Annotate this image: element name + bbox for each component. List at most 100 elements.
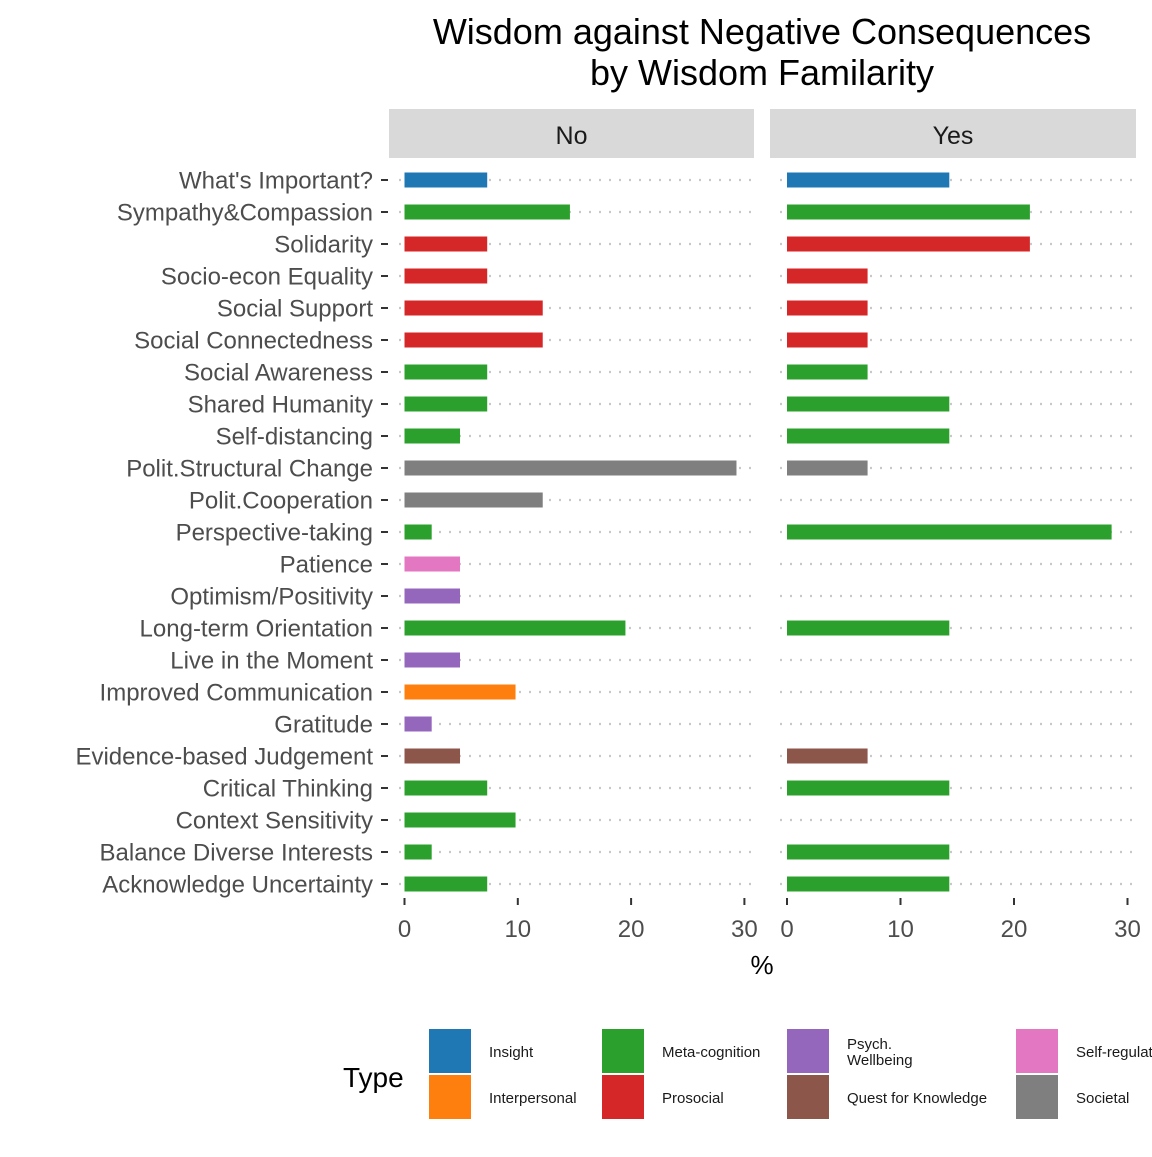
legend-swatch (1016, 1075, 1058, 1119)
y-tick-label: Polit.Structural Change (126, 456, 373, 483)
chart-title-line: Wisdom against Negative Consequences (433, 11, 1091, 52)
bar (787, 620, 950, 636)
y-tick-label: Acknowledge Uncertainty (102, 872, 373, 899)
x-tick-label: 10 (887, 916, 914, 943)
legend-label: Societal (1076, 1090, 1129, 1107)
x-tick-label: 0 (398, 916, 411, 943)
bar (404, 556, 461, 572)
y-tick-label: Balance Diverse Interests (100, 840, 373, 867)
bar (787, 460, 868, 476)
bar (404, 844, 432, 860)
bar (404, 204, 570, 220)
bar (787, 300, 868, 316)
bar (404, 620, 626, 636)
y-tick-label: Socio-econ Equality (161, 264, 373, 291)
y-axis-labels: What's Important? Sympathy&Compassion Soli… (75, 168, 388, 899)
facet-strip (389, 109, 754, 158)
bar (787, 268, 868, 284)
y-tick-label: Sympathy&Compassion (117, 200, 373, 227)
bar (787, 204, 1030, 220)
bar (404, 364, 488, 380)
legend-title: Type (343, 1062, 404, 1093)
x-tick-label: 30 (731, 916, 758, 943)
y-tick-label: Critical Thinking (203, 776, 373, 803)
legend-item: Quest for Knowledge (787, 1075, 987, 1119)
bar (787, 396, 950, 412)
legend-item: Meta-cognition (602, 1029, 760, 1073)
bar (404, 524, 432, 540)
y-tick-label: Long-term Orientation (140, 616, 373, 643)
bar (404, 300, 543, 316)
bar (787, 172, 950, 188)
bar (404, 684, 516, 700)
y-tick-label: Perspective-taking (176, 520, 373, 547)
legend-label: Insight (489, 1044, 534, 1061)
facet-strip-label: No (556, 122, 588, 150)
x-tick-label: 10 (504, 916, 531, 943)
legend-label: Quest for Knowledge (847, 1090, 987, 1107)
legend-item: Societal (1016, 1075, 1129, 1119)
y-tick-label: Self-distancing (216, 424, 373, 451)
bar (404, 876, 488, 892)
y-tick-label: Context Sensitivity (176, 808, 373, 835)
y-tick-label: Optimism/Positivity (170, 584, 373, 611)
bar (404, 428, 461, 444)
bar (404, 460, 737, 476)
legend-label: Psych. Wellbeing (847, 1036, 913, 1069)
bar (787, 780, 950, 796)
bar (404, 588, 461, 604)
x-tick-label: 0 (780, 916, 793, 943)
y-tick-label: Solidarity (274, 232, 373, 259)
y-tick-label: Social Connectedness (134, 328, 373, 355)
legend-swatch (429, 1075, 471, 1119)
legend-item: Insight (429, 1029, 534, 1073)
bar (404, 172, 488, 188)
panel-no: No 0 10 20 30 (389, 109, 758, 943)
y-tick-label: Live in the Moment (170, 648, 373, 675)
legend-label: Prosocial (662, 1090, 724, 1107)
bar (787, 236, 1030, 252)
legend: Type Insight Interpersonal Meta-cognition Pr… (343, 1029, 1152, 1119)
y-tick-label: Social Support (217, 296, 373, 323)
legend-item: Psych. Wellbeing (787, 1029, 913, 1073)
y-tick-label: Shared Humanity (188, 392, 373, 419)
legend-label: Self-regulation (1076, 1044, 1152, 1061)
bar (404, 492, 543, 508)
legend-swatch (787, 1075, 829, 1119)
bar (404, 716, 432, 732)
legend-swatch (602, 1075, 644, 1119)
x-tick-label: 20 (618, 916, 645, 943)
bar (404, 748, 461, 764)
chart-title-line: by Wisdom Familarity (590, 52, 934, 93)
bar (787, 332, 868, 348)
legend-label: Interpersonal (489, 1090, 577, 1107)
legend-item: Interpersonal (429, 1075, 577, 1119)
bar (787, 844, 950, 860)
bar (787, 524, 1112, 540)
facet-strip (770, 109, 1136, 158)
y-tick-label: What's Important? (179, 168, 373, 195)
facet-strip-label: Yes (933, 122, 974, 150)
legend-item: Prosocial (602, 1075, 724, 1119)
bar (404, 652, 461, 668)
y-tick-label: Gratitude (274, 712, 373, 739)
bar (787, 876, 950, 892)
bar (404, 396, 488, 412)
x-tick-label: 20 (1001, 916, 1028, 943)
y-tick-label: Patience (280, 552, 373, 579)
legend-swatch (1016, 1029, 1058, 1073)
bar (404, 780, 488, 796)
bar (787, 748, 868, 764)
legend-swatch (602, 1029, 644, 1073)
legend-swatch (429, 1029, 471, 1073)
legend-item: Self-regulation (1016, 1029, 1152, 1073)
bar (404, 812, 516, 828)
y-tick-label: Evidence-based Judgement (75, 744, 373, 771)
y-tick-label: Polit.Cooperation (189, 488, 373, 515)
legend-swatch (787, 1029, 829, 1073)
chart-panels: No 0 10 20 30 Yes 0 10 20 30 (389, 109, 1141, 943)
bar (404, 332, 543, 348)
